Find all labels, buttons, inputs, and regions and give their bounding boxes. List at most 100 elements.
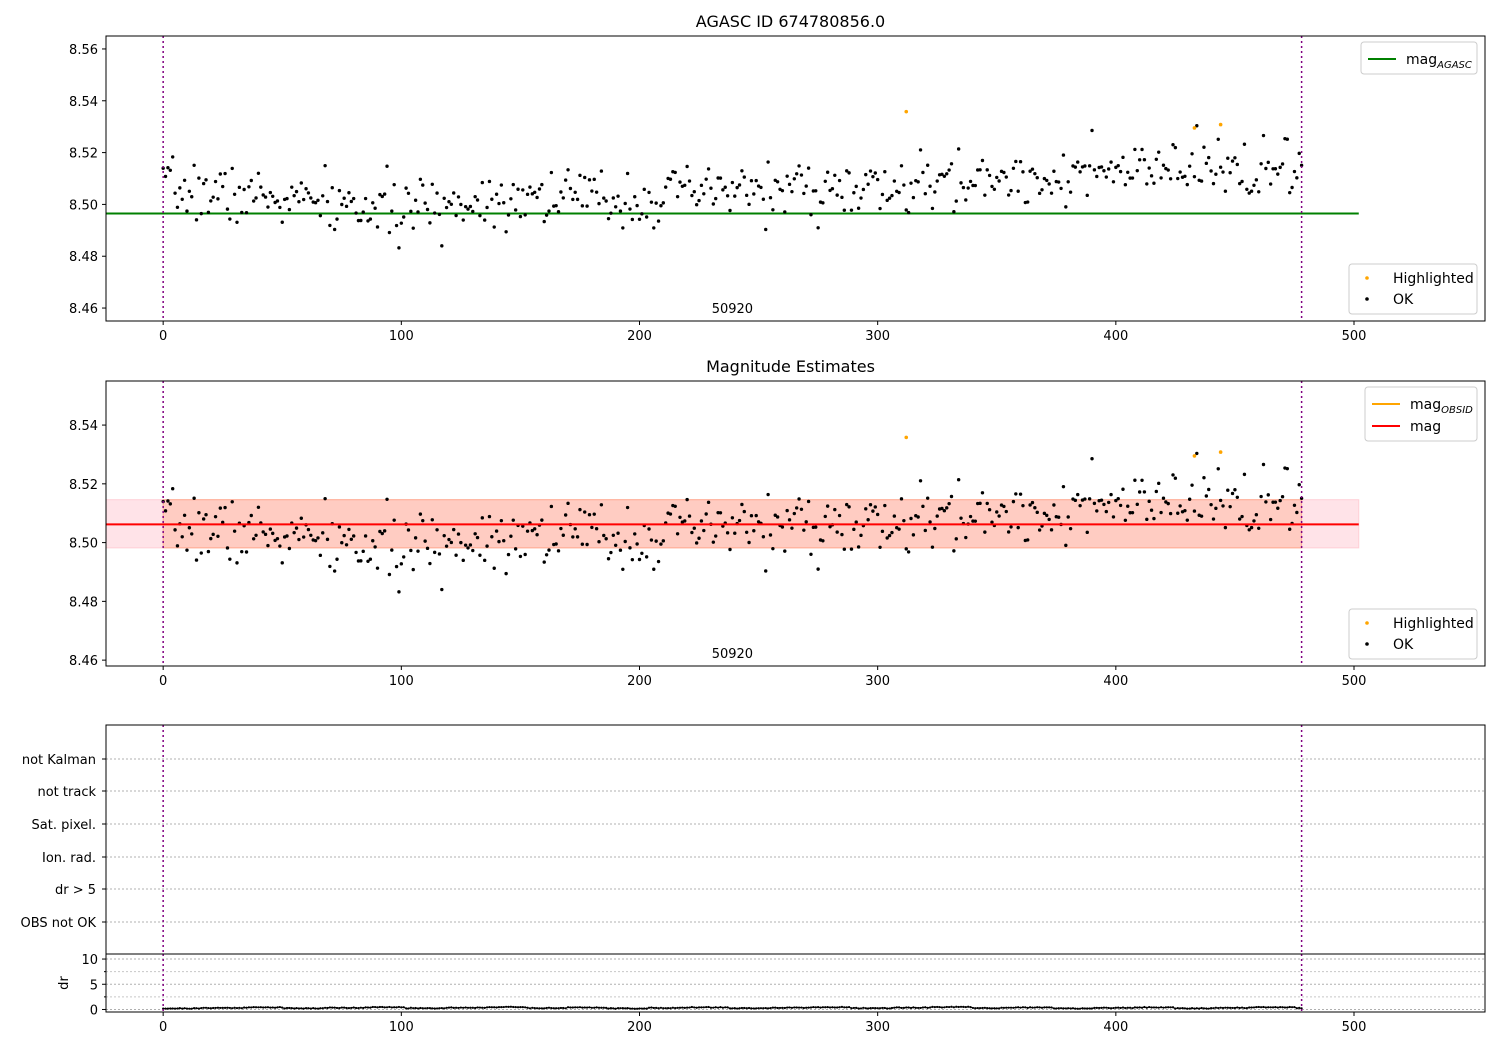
ok-point (992, 187, 997, 192)
dr-point (1031, 1006, 1034, 1009)
ok-point (780, 525, 785, 529)
dr-point (1271, 1006, 1275, 1009)
dr-point (1260, 1006, 1263, 1009)
ok-point (790, 189, 794, 194)
dr-point (288, 1006, 291, 1010)
dr-point (366, 1006, 370, 1009)
ok-point (1207, 487, 1211, 492)
ok-point (380, 194, 384, 199)
ok-point (628, 207, 632, 211)
dr-point (952, 1006, 955, 1009)
ok-point (1123, 518, 1128, 522)
dr-point (964, 1005, 967, 1009)
ok-point (1009, 188, 1013, 193)
dr-point (540, 1007, 543, 1010)
ok-point (580, 204, 585, 208)
ok-point (1276, 172, 1280, 176)
dr-point (666, 1006, 670, 1010)
dr-point (1100, 1006, 1103, 1009)
dr-point (345, 1006, 348, 1010)
ok-point (928, 184, 932, 188)
ok-point (1252, 183, 1256, 188)
ok-point (930, 206, 935, 211)
ok-point (490, 535, 494, 539)
ok-point (1073, 498, 1078, 503)
dr-point (1036, 1006, 1039, 1009)
ok-point (744, 530, 749, 534)
ok-point (418, 512, 423, 516)
ok-point (997, 179, 1001, 183)
ok-point (173, 191, 177, 195)
ok-point (170, 155, 175, 159)
ok-point (1092, 168, 1097, 172)
ok-point (256, 171, 261, 175)
ok-point (771, 546, 775, 551)
ok-point (197, 176, 201, 180)
ok-point (1133, 147, 1137, 152)
ok-point (425, 546, 430, 551)
x-tick-label: 200 (627, 674, 652, 689)
dr-point (733, 1007, 736, 1010)
dr-point (828, 1006, 832, 1009)
ok-point (1092, 501, 1097, 506)
ok-point (771, 208, 775, 212)
ok-point (218, 172, 223, 176)
ok-point (592, 177, 596, 182)
ok-point (885, 536, 889, 540)
ok-point (859, 196, 863, 200)
ok-point (821, 539, 825, 543)
dr-point (1188, 1007, 1191, 1010)
ok-point (854, 184, 858, 189)
ok-point (1183, 174, 1187, 178)
ok-point (1211, 181, 1216, 186)
dr-point (424, 1007, 427, 1010)
dr-point (164, 1007, 167, 1010)
ok-point (392, 518, 396, 522)
ok-point (204, 178, 208, 182)
dr-point (333, 1006, 336, 1009)
ok-point (316, 198, 320, 202)
dr-point (514, 1006, 517, 1009)
dr-point (824, 1006, 827, 1009)
ok-point (475, 535, 480, 540)
ok-point (618, 548, 623, 552)
ok-point (547, 548, 551, 552)
dr-point (214, 1006, 217, 1010)
dr-point (950, 1005, 953, 1008)
ok-point (1042, 176, 1047, 181)
ok-point (761, 535, 766, 539)
ok-point (594, 190, 599, 194)
ok-point (978, 501, 982, 506)
ok-point (592, 512, 596, 516)
dr-point (1229, 1006, 1232, 1009)
ok-point (480, 180, 485, 185)
dr-point (705, 1006, 708, 1009)
dr-point (855, 1006, 858, 1009)
dr-point (809, 1006, 813, 1009)
ok-point (533, 527, 537, 531)
dr-point (1233, 1006, 1237, 1010)
dr-point (452, 1006, 455, 1009)
ok-point (1014, 492, 1018, 496)
ok-point (892, 179, 897, 183)
ok-point (625, 171, 630, 176)
ok-point (1216, 467, 1220, 471)
dr-point (564, 1007, 567, 1010)
dr-point (709, 1006, 713, 1009)
ok-point (1285, 466, 1290, 471)
ok-point (232, 192, 237, 197)
ok-point (390, 209, 394, 213)
dr-point (457, 1006, 460, 1010)
ok-point (1204, 494, 1209, 498)
ok-point (802, 528, 806, 532)
ok-point (423, 539, 427, 543)
dr-point (864, 1007, 867, 1010)
ok-point (309, 533, 313, 537)
dr-point (571, 1006, 574, 1009)
dr-point (328, 1006, 331, 1009)
dr-point (1281, 1006, 1284, 1009)
dr-point (767, 1007, 770, 1010)
chart-title: Magnitude Estimates (706, 357, 875, 376)
dr-point (326, 1006, 329, 1010)
ok-point (511, 182, 515, 187)
